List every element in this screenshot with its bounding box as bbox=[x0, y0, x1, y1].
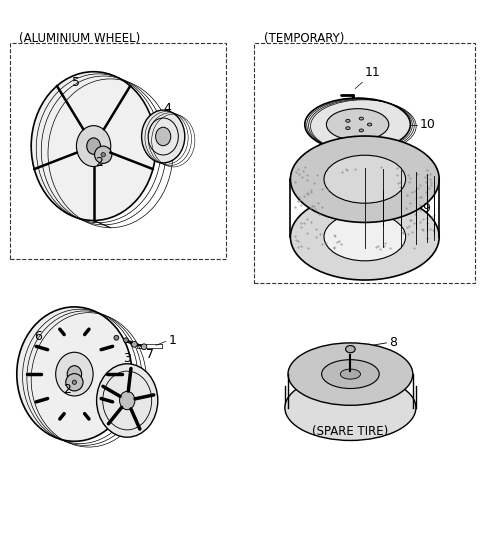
Ellipse shape bbox=[67, 366, 82, 382]
Ellipse shape bbox=[56, 352, 93, 396]
Text: 2: 2 bbox=[63, 383, 71, 396]
Ellipse shape bbox=[346, 127, 350, 129]
Ellipse shape bbox=[87, 138, 100, 154]
Ellipse shape bbox=[288, 343, 413, 405]
Ellipse shape bbox=[141, 344, 147, 350]
Ellipse shape bbox=[132, 342, 137, 347]
Ellipse shape bbox=[322, 360, 379, 388]
Ellipse shape bbox=[142, 110, 185, 163]
Text: 7: 7 bbox=[146, 349, 155, 361]
Ellipse shape bbox=[95, 146, 112, 163]
Text: 9: 9 bbox=[422, 202, 430, 215]
Ellipse shape bbox=[114, 336, 119, 340]
Text: 11: 11 bbox=[365, 66, 381, 79]
Text: 6: 6 bbox=[35, 330, 42, 343]
Text: (ALUMINIUM WHEEL): (ALUMINIUM WHEEL) bbox=[19, 32, 141, 45]
Text: 8: 8 bbox=[389, 336, 397, 350]
Text: 10: 10 bbox=[420, 118, 436, 131]
Ellipse shape bbox=[76, 126, 111, 166]
Ellipse shape bbox=[96, 364, 158, 437]
Ellipse shape bbox=[290, 194, 439, 280]
Text: (TEMPORARY): (TEMPORARY) bbox=[264, 32, 344, 45]
Ellipse shape bbox=[101, 153, 106, 157]
Ellipse shape bbox=[156, 127, 171, 146]
Ellipse shape bbox=[285, 375, 416, 440]
Ellipse shape bbox=[359, 117, 363, 120]
Ellipse shape bbox=[72, 380, 77, 384]
Ellipse shape bbox=[290, 136, 439, 222]
Ellipse shape bbox=[346, 345, 355, 353]
Ellipse shape bbox=[120, 391, 135, 410]
Ellipse shape bbox=[359, 129, 363, 132]
Ellipse shape bbox=[340, 369, 360, 379]
Text: 3: 3 bbox=[123, 352, 131, 365]
Ellipse shape bbox=[326, 108, 389, 140]
Text: 2: 2 bbox=[96, 156, 103, 169]
Ellipse shape bbox=[31, 72, 156, 221]
Ellipse shape bbox=[324, 155, 406, 203]
Ellipse shape bbox=[17, 307, 132, 441]
Text: (SPARE TIRE): (SPARE TIRE) bbox=[312, 425, 388, 438]
Ellipse shape bbox=[324, 213, 406, 261]
Text: 4: 4 bbox=[163, 102, 171, 115]
Ellipse shape bbox=[66, 374, 83, 391]
Text: 1: 1 bbox=[169, 334, 177, 347]
Ellipse shape bbox=[346, 119, 350, 122]
Ellipse shape bbox=[305, 98, 410, 151]
Ellipse shape bbox=[123, 338, 128, 343]
Ellipse shape bbox=[368, 123, 372, 126]
Text: 5: 5 bbox=[72, 76, 80, 89]
